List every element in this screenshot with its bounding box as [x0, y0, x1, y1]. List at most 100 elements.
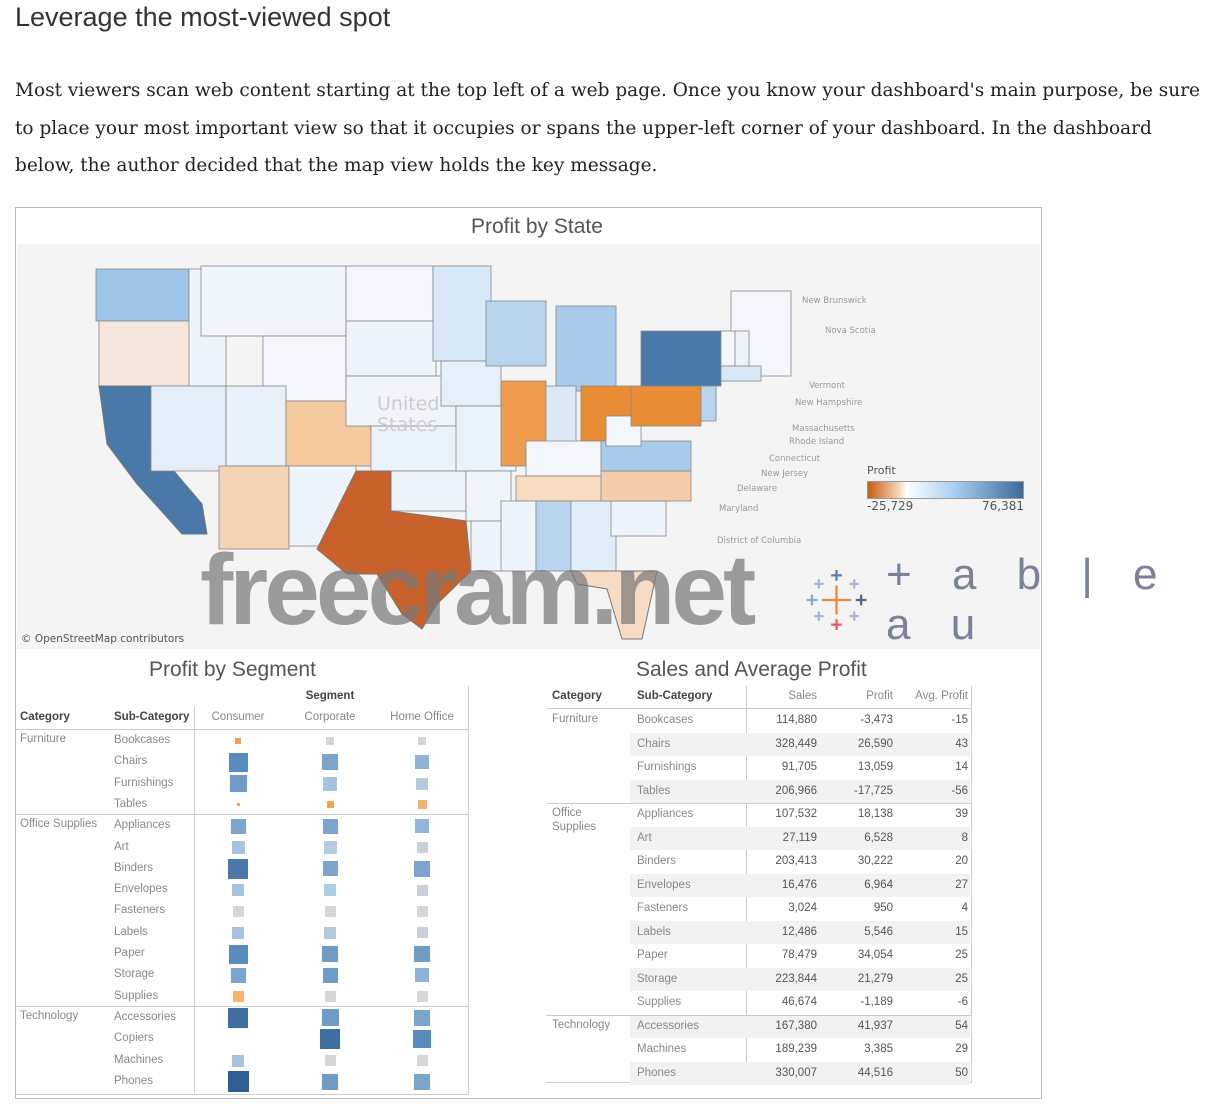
profit-mark[interactable]	[322, 1073, 338, 1090]
state-AL[interactable]	[535, 500, 572, 572]
column-divider	[194, 707, 195, 1093]
column-header: Category	[20, 711, 70, 723]
profit-mark[interactable]	[232, 1054, 244, 1067]
profit-mark[interactable]	[322, 754, 338, 771]
profit-mark[interactable]	[228, 858, 248, 879]
header-divider	[16, 729, 468, 730]
state-OR[interactable]	[98, 320, 192, 387]
state-MN[interactable]	[432, 265, 492, 362]
table-cell: -1,189	[860, 996, 893, 1008]
profit-mark[interactable]	[322, 818, 338, 834]
state-NE[interactable]	[345, 375, 457, 427]
state-MA[interactable]	[720, 365, 762, 382]
subcategory-label: Envelopes	[114, 883, 168, 896]
state-MT[interactable]	[200, 265, 347, 337]
subcategory-label: Bookcases	[114, 734, 171, 746]
profit-mark[interactable]	[227, 1071, 249, 1093]
state-TX[interactable]	[316, 470, 472, 630]
state-WI[interactable]	[485, 300, 547, 367]
profit-mark[interactable]	[416, 905, 428, 917]
profit-mark[interactable]	[230, 967, 246, 983]
profit-mark[interactable]	[228, 1007, 248, 1028]
profit-mark[interactable]	[321, 1009, 339, 1027]
profit-mark[interactable]	[324, 926, 336, 939]
subcategory-label: Phones	[114, 1074, 154, 1087]
state-UT[interactable]	[225, 385, 287, 467]
profit-mark[interactable]	[417, 800, 427, 810]
profit-mark[interactable]	[414, 946, 430, 962]
profit-mark[interactable]	[324, 991, 336, 1003]
state-ND[interactable]	[345, 265, 434, 322]
profit-mark[interactable]	[324, 884, 336, 897]
map-place-label: Nova Scotia	[825, 326, 876, 336]
state-MS[interactable]	[500, 500, 537, 572]
profit-mark[interactable]	[236, 803, 240, 807]
profit-mark[interactable]	[416, 991, 428, 1003]
state-shapes	[95, 265, 792, 640]
state-FL[interactable]	[570, 570, 658, 640]
profit-mark[interactable]	[235, 738, 241, 744]
state-SC[interactable]	[610, 500, 667, 537]
profit-mark[interactable]	[230, 818, 246, 834]
state-NY[interactable]	[640, 330, 722, 387]
profit-mark[interactable]	[326, 801, 334, 809]
profit-mark[interactable]	[416, 842, 428, 853]
profit-mark[interactable]	[416, 927, 428, 939]
table-cell: -17,725	[853, 784, 893, 797]
profit-mark[interactable]	[414, 860, 430, 877]
profit-mark[interactable]	[323, 841, 337, 854]
profit-mark[interactable]	[415, 819, 429, 834]
profit-mark[interactable]	[322, 946, 338, 962]
profit-mark[interactable]	[228, 752, 248, 772]
profit-mark[interactable]	[326, 737, 334, 745]
table-cell: -3,473	[860, 714, 893, 726]
state-MI[interactable]	[555, 305, 617, 392]
profit-mark[interactable]	[418, 737, 426, 745]
profit-mark[interactable]	[232, 905, 244, 917]
profit-mark[interactable]	[414, 1009, 430, 1026]
table-cell: 78,479	[781, 949, 817, 961]
profit-mark[interactable]	[231, 841, 245, 854]
profit-mark[interactable]	[232, 926, 244, 939]
profit-mark[interactable]	[322, 967, 338, 983]
watermark: freecram.net	[200, 534, 756, 646]
state-IA[interactable]	[440, 360, 502, 407]
state-VT[interactable]	[720, 330, 736, 367]
subcategory-label: Phones	[637, 1066, 677, 1079]
state-NH[interactable]	[734, 330, 750, 367]
profit-mark[interactable]	[232, 991, 244, 1003]
table-cell: 6,964	[864, 878, 893, 891]
profit-mark[interactable]	[323, 776, 337, 791]
profit-map[interactable]: United States New Brunswick Nova Scotia Ve…	[17, 244, 1040, 649]
dashboard-image: Profit by State United States New Brunsw…	[15, 207, 1042, 1099]
map-attribution: © OpenStreetMap contributors	[21, 633, 185, 645]
profit-mark[interactable]	[414, 1073, 430, 1090]
state-NJ[interactable]	[700, 385, 717, 422]
profit-mark[interactable]	[232, 884, 244, 897]
profit-mark[interactable]	[324, 1055, 336, 1066]
state-GA[interactable]	[570, 500, 617, 572]
profit-mark[interactable]	[320, 1029, 340, 1050]
profit-mark[interactable]	[416, 884, 428, 896]
state-SD[interactable]	[345, 320, 437, 377]
profit-mark[interactable]	[413, 1030, 431, 1049]
row-band	[630, 1014, 970, 1038]
map-place-label: Maryland	[719, 504, 759, 514]
state-NC[interactable]	[600, 470, 692, 502]
profit-mark[interactable]	[228, 944, 248, 964]
state-WA[interactable]	[95, 268, 190, 322]
category-label: Office Supplies	[20, 818, 98, 831]
profit-mark[interactable]	[322, 861, 338, 877]
subcategory-label: Storage	[637, 972, 678, 985]
profit-mark[interactable]	[415, 755, 429, 770]
category-divider	[16, 814, 468, 816]
profit-mark[interactable]	[229, 775, 247, 793]
profit-mark[interactable]	[324, 905, 336, 917]
profit-mark[interactable]	[416, 1055, 428, 1066]
state-PA[interactable]	[630, 385, 702, 427]
profit-mark[interactable]	[415, 968, 429, 983]
profit-mark[interactable]	[416, 777, 428, 790]
table-cell: 39	[955, 808, 968, 820]
column-header: Sub-Category	[637, 690, 713, 702]
state-NV[interactable]	[150, 385, 227, 472]
